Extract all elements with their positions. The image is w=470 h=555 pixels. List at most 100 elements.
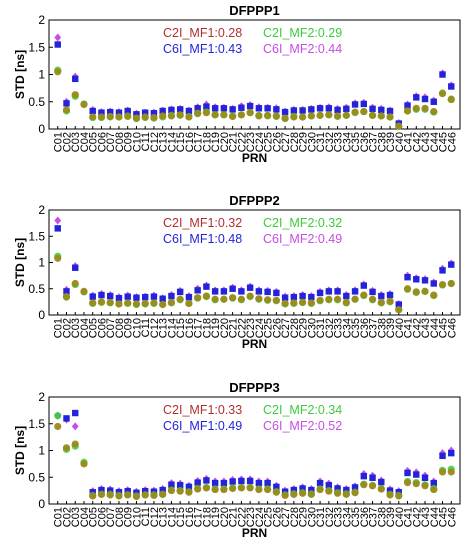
data-point — [264, 288, 271, 296]
data-point — [246, 102, 254, 110]
data-point — [159, 295, 166, 302]
data-point — [220, 111, 228, 119]
data-point — [378, 106, 385, 114]
series-c2i-mf2 — [54, 66, 455, 130]
data-point — [71, 279, 79, 288]
x-tick-label: C06 — [96, 318, 108, 338]
data-point — [202, 484, 211, 492]
data-point — [97, 490, 106, 498]
x-tick-label: C18 — [201, 507, 213, 527]
data-point — [185, 113, 193, 121]
data-point — [299, 485, 306, 492]
data-point — [185, 107, 193, 115]
x-tick-label: C09 — [123, 132, 135, 152]
data-point — [421, 287, 429, 295]
x-tick-label: C03 — [70, 507, 82, 527]
data-point — [246, 284, 254, 291]
legend-entry: C2I_MF2:0.34 — [263, 403, 342, 417]
x-tick-label: C27 — [280, 318, 292, 338]
data-point — [194, 294, 202, 302]
x-tick-label: C22 — [236, 507, 248, 527]
y-tick-label: 1 — [38, 68, 45, 82]
data-point — [159, 300, 167, 309]
data-point — [194, 485, 202, 493]
data-point — [421, 104, 429, 112]
data-point — [220, 295, 228, 303]
data-point — [80, 287, 88, 295]
data-point — [395, 122, 403, 130]
data-point — [438, 468, 447, 476]
data-point — [272, 296, 280, 304]
data-point — [308, 106, 315, 113]
series-c6i-mf1 — [63, 409, 455, 496]
data-point — [299, 107, 306, 114]
data-point — [80, 100, 88, 109]
data-point — [316, 289, 324, 297]
data-point — [298, 298, 307, 306]
data-point — [246, 109, 254, 117]
data-point — [333, 489, 342, 497]
x-tick-label: C39 — [385, 507, 397, 527]
x-tick-label: C42 — [411, 318, 423, 338]
y-axis-label: STD [ns] — [13, 50, 27, 99]
data-point — [168, 106, 175, 114]
x-tick-label: C37 — [368, 318, 380, 338]
data-point — [54, 422, 62, 431]
x-tick-label: C10 — [131, 507, 143, 527]
x-tick-label: C05 — [88, 318, 100, 338]
data-point — [54, 412, 62, 420]
x-tick-label: C32 — [324, 318, 336, 338]
y-tick-label: 1.5 — [28, 229, 45, 243]
data-point — [194, 105, 201, 112]
data-point — [115, 113, 123, 121]
data-point — [368, 482, 377, 490]
data-point — [168, 481, 175, 488]
x-tick-label: C17 — [193, 507, 205, 527]
series-c2i-mf2 — [54, 412, 455, 500]
x-tick-label: C39 — [385, 318, 397, 338]
data-point — [307, 299, 315, 307]
x-tick-label: C41 — [403, 132, 415, 152]
x-tick-label: C46 — [446, 318, 458, 338]
data-point — [54, 68, 62, 76]
x-tick-label: C32 — [324, 132, 336, 152]
x-tick-label: C26 — [271, 318, 283, 338]
data-point — [229, 112, 237, 121]
x-tick-label: C36 — [359, 132, 371, 152]
data-point — [203, 283, 210, 290]
data-point — [141, 109, 149, 116]
data-point — [132, 114, 141, 122]
y-tick-label: 2 — [38, 203, 45, 217]
x-tick-label: C24 — [254, 318, 266, 338]
x-tick-label: C38 — [376, 318, 388, 338]
x-tick-label: C20 — [219, 318, 231, 338]
data-point — [386, 297, 394, 305]
data-point — [107, 108, 114, 116]
x-tick-label: C41 — [403, 507, 415, 527]
data-point — [369, 474, 376, 481]
x-tick-label: C04 — [79, 132, 91, 152]
legend-entry: C6I_MF1:0.48 — [163, 232, 242, 246]
x-tick-label: C06 — [96, 507, 108, 527]
x-tick-label: C28 — [289, 132, 301, 152]
x-tick-label: C15 — [175, 132, 187, 152]
data-point — [72, 264, 79, 271]
data-point — [421, 474, 429, 481]
data-point — [63, 288, 70, 295]
chart-title: DFPPP1 — [229, 3, 280, 18]
data-point — [203, 103, 210, 110]
data-point — [115, 109, 123, 116]
data-point — [360, 291, 368, 299]
data-point — [369, 105, 376, 113]
data-point — [264, 485, 272, 494]
data-point — [202, 109, 211, 117]
data-point — [351, 108, 359, 116]
x-tick-label: C02 — [61, 132, 73, 152]
data-point — [343, 292, 350, 300]
data-point — [325, 487, 333, 495]
data-point — [159, 112, 167, 120]
data-point — [342, 111, 350, 119]
data-point — [194, 479, 201, 486]
data-point — [211, 295, 219, 303]
